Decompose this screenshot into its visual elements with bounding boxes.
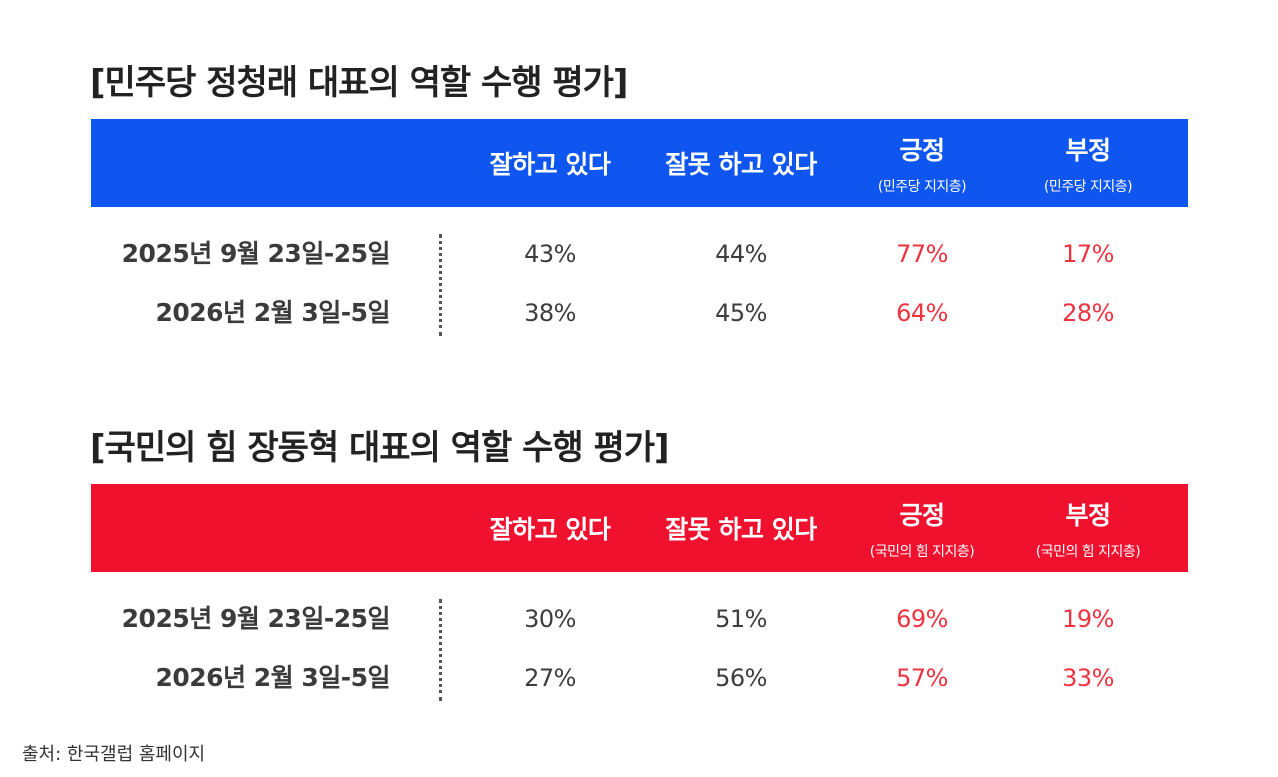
col-header-good-label: 잘하고 있다: [489, 150, 611, 179]
col-header-positive-label: 긍정: [899, 500, 945, 530]
table-row: 2025년 9월 23일-25일 43% 44% 77% 17%: [0, 236, 1278, 272]
col-header-positive-sub: (민주당 지지층): [877, 178, 967, 195]
header-bar-democratic: 잘하고 있다 잘못 하고 있다 긍정 (민주당 지지층) 부정 (민주당 지지층…: [91, 119, 1188, 207]
col-header-good: 잘하고 있다: [450, 119, 650, 207]
table-row: 2026년 2월 3일-5일 27% 56% 57% 33%: [0, 660, 1278, 696]
cell-positive: 77%: [896, 240, 948, 268]
col-header-negative-label: 부정: [1065, 500, 1111, 530]
cell-negative: 33%: [1062, 664, 1114, 692]
row-divider: [439, 234, 442, 336]
row-label: 2025년 9월 23일-25일: [121, 239, 391, 268]
table-row: 2025년 9월 23일-25일 30% 51% 69% 19%: [0, 601, 1278, 637]
cell-good: 27%: [524, 664, 576, 692]
col-header-bad: 잘못 하고 있다: [641, 119, 841, 207]
cell-positive: 69%: [896, 605, 948, 633]
header-bar-ppp: 잘하고 있다 잘못 하고 있다 긍정 (국민의 힘 지지층) 부정 (국민의 힘…: [91, 484, 1188, 572]
cell-good: 43%: [524, 240, 576, 268]
cell-good: 30%: [524, 605, 576, 633]
cell-positive: 57%: [896, 664, 948, 692]
col-header-positive: 긍정 (국민의 힘 지지층): [822, 484, 1022, 572]
col-header-positive-label: 긍정: [899, 135, 945, 165]
cell-positive: 64%: [896, 299, 948, 327]
col-header-positive: 긍정 (민주당 지지층): [822, 119, 1022, 207]
cell-bad: 44%: [715, 240, 767, 268]
section-title-ppp: [국민의 힘 장동혁 대표의 역할 수행 평가]: [90, 428, 670, 468]
col-header-negative: 부정 (민주당 지지층): [988, 119, 1188, 207]
col-header-positive-sub: (국민의 힘 지지층): [869, 543, 975, 560]
col-header-good-label: 잘하고 있다: [489, 515, 611, 544]
cell-bad: 51%: [715, 605, 767, 633]
row-label: 2026년 2월 3일-5일: [155, 663, 390, 692]
cell-good: 38%: [524, 299, 576, 327]
col-header-negative-sub: (민주당 지지층): [1043, 178, 1133, 195]
col-header-good: 잘하고 있다: [450, 484, 650, 572]
section-title-democratic: [민주당 정청래 대표의 역할 수행 평가]: [90, 63, 628, 103]
col-header-negative-label: 부정: [1065, 135, 1111, 165]
cell-negative: 28%: [1062, 299, 1114, 327]
row-label: 2026년 2월 3일-5일: [155, 298, 390, 327]
col-header-bad-label: 잘못 하고 있다: [665, 150, 817, 179]
col-header-negative-sub: (국민의 힘 지지층): [1035, 543, 1141, 560]
cell-bad: 45%: [715, 299, 767, 327]
col-header-bad-label: 잘못 하고 있다: [665, 515, 817, 544]
cell-bad: 56%: [715, 664, 767, 692]
row-label: 2025년 9월 23일-25일: [121, 604, 391, 633]
cell-negative: 19%: [1062, 605, 1114, 633]
col-header-negative: 부정 (국민의 힘 지지층): [988, 484, 1188, 572]
source-note: 출처: 한국갤럽 홈페이지: [22, 744, 206, 765]
cell-negative: 17%: [1062, 240, 1114, 268]
col-header-bad: 잘못 하고 있다: [641, 484, 841, 572]
row-divider: [439, 599, 442, 701]
table-row: 2026년 2월 3일-5일 38% 45% 64% 28%: [0, 295, 1278, 331]
